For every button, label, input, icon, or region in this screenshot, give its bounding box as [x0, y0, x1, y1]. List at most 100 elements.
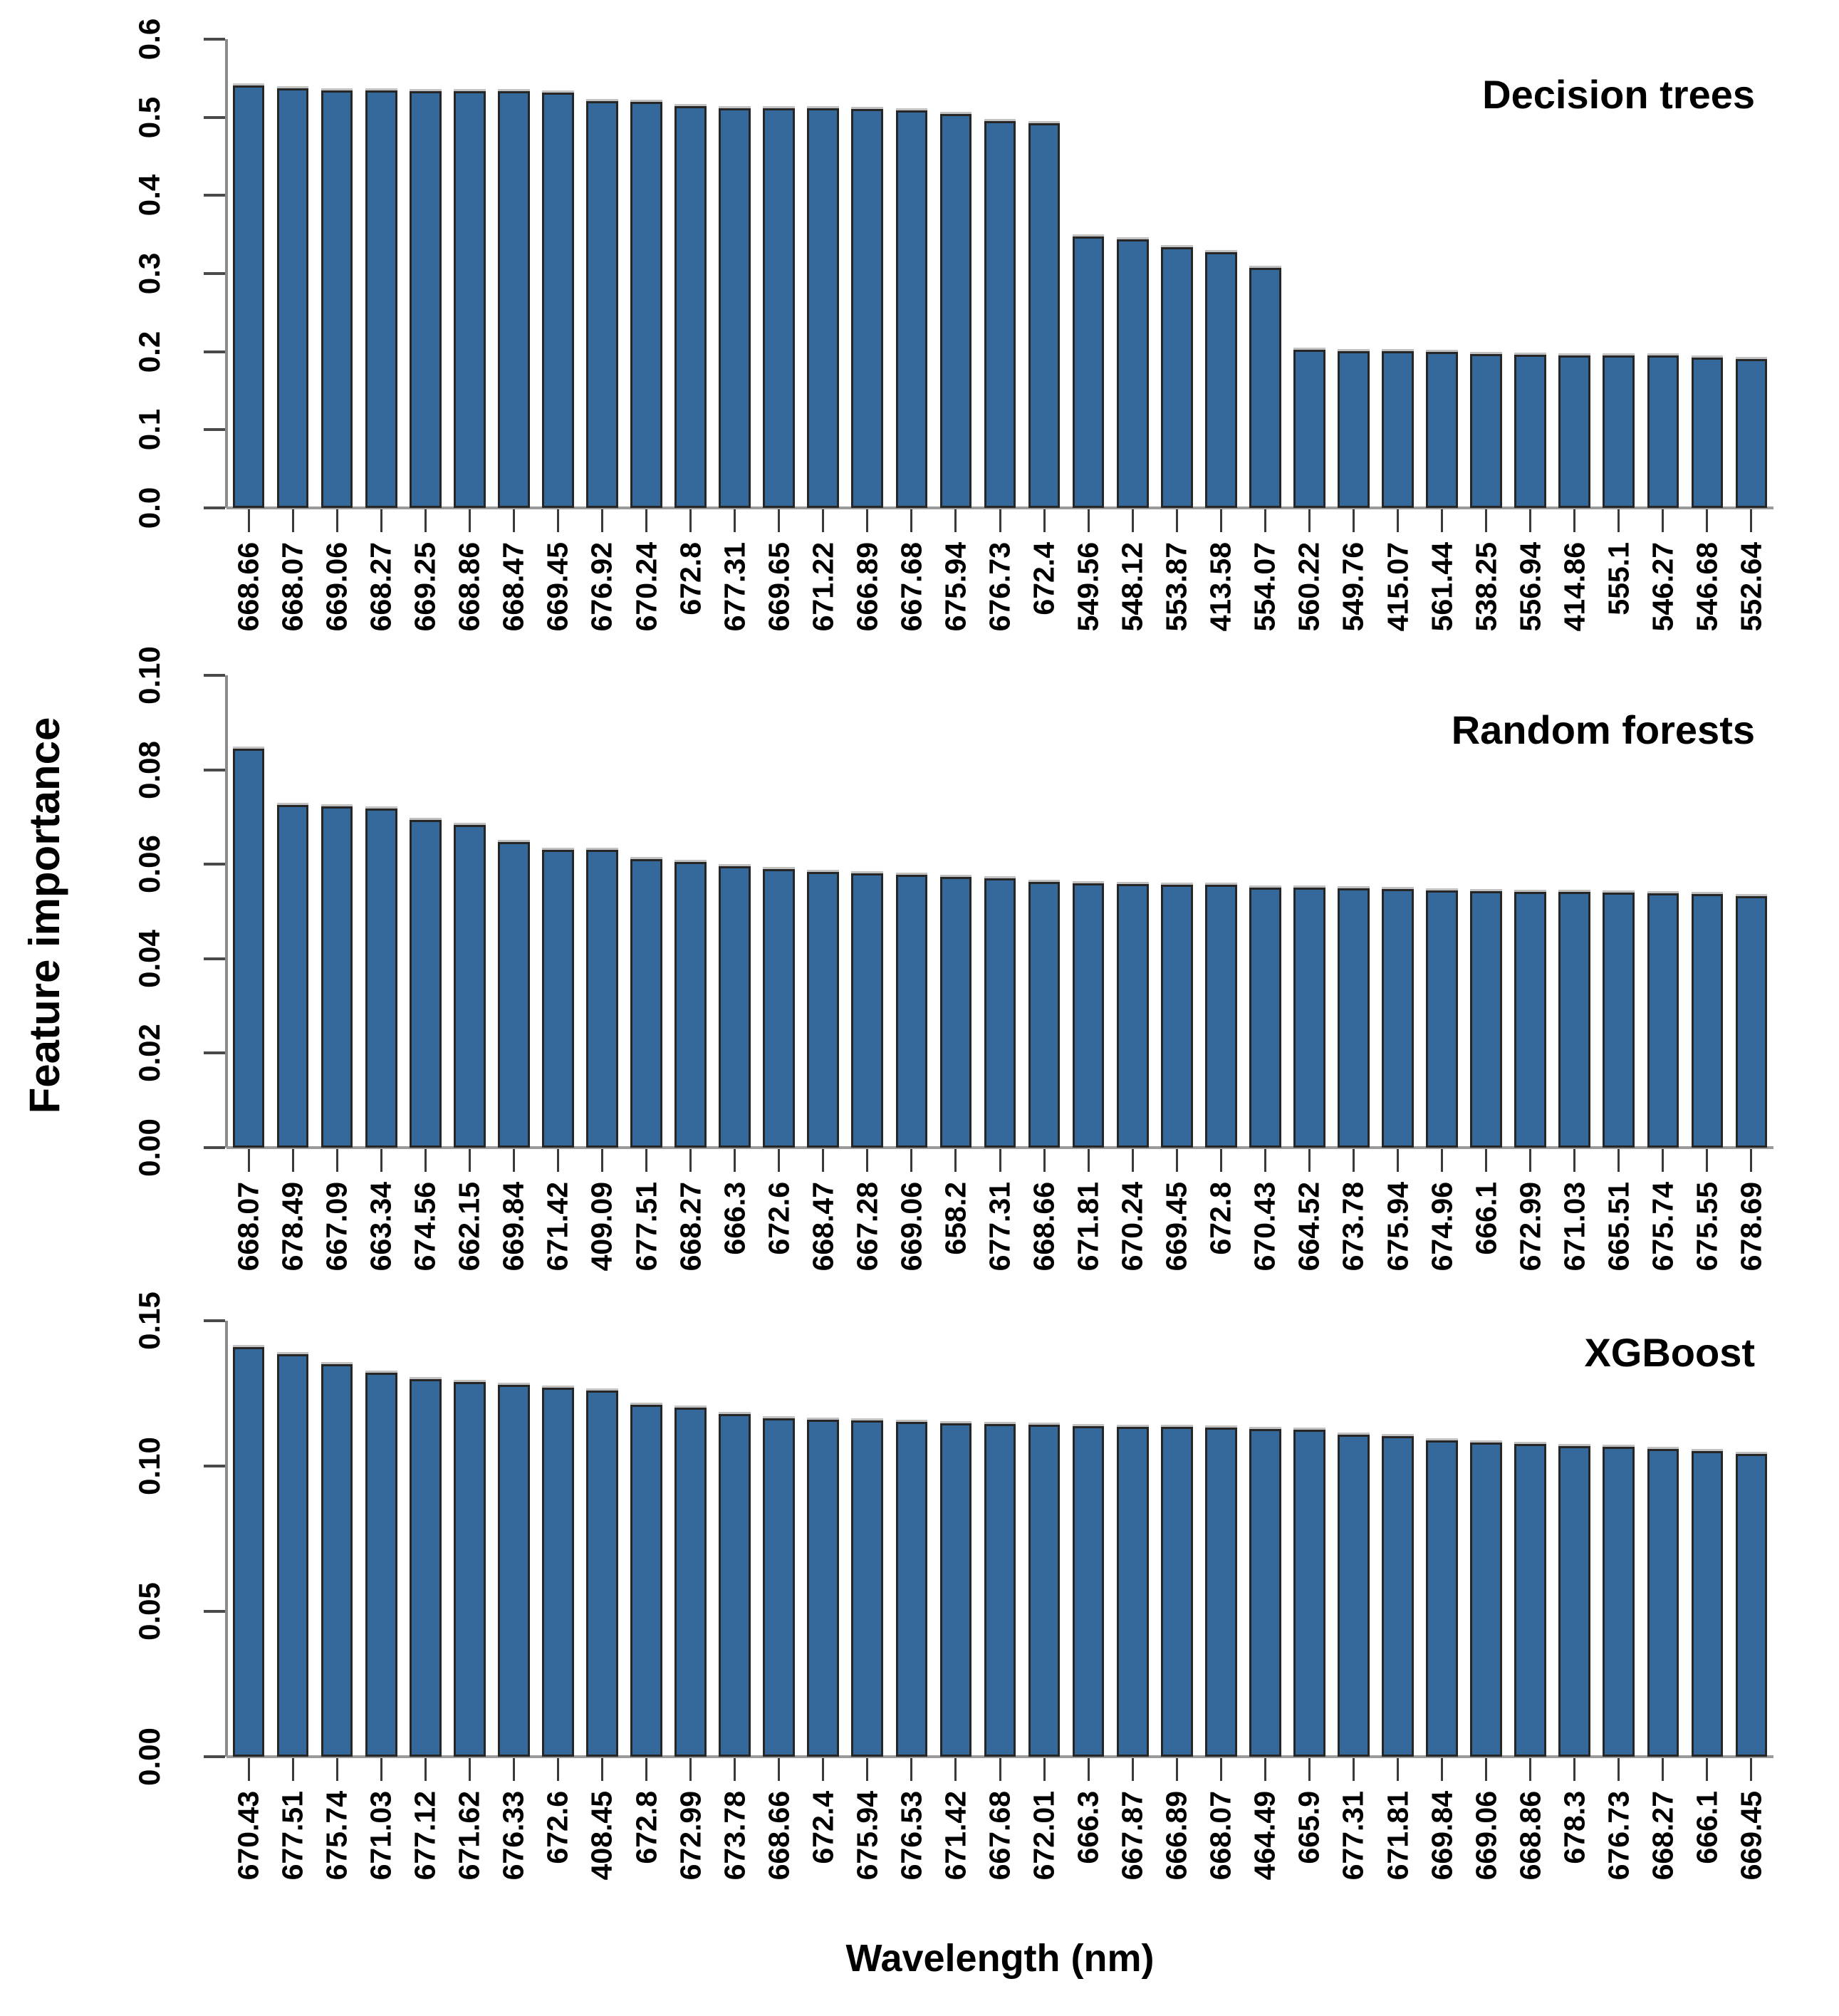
- x-tick-label: 671.42: [939, 1791, 972, 1881]
- x-tick: [468, 1149, 471, 1172]
- x-tick-label: 667.68: [895, 542, 928, 632]
- x-tick: [778, 1149, 781, 1172]
- y-tick: [204, 506, 225, 509]
- x-tick: [1441, 509, 1444, 532]
- bar: [1293, 350, 1325, 508]
- chart-title: XGBoost: [1584, 1330, 1755, 1375]
- x-tick: [954, 1149, 957, 1172]
- bar: [1558, 355, 1591, 508]
- bar: [1691, 893, 1724, 1148]
- y-tick: [204, 1610, 225, 1613]
- bar: [1735, 1453, 1768, 1757]
- bar: [1691, 358, 1724, 508]
- x-tick-label: 668.86: [1514, 1791, 1547, 1881]
- x-tick: [1750, 1758, 1753, 1781]
- x-tick: [1573, 509, 1576, 532]
- x-tick: [380, 1149, 382, 1172]
- x-tick: [1529, 509, 1532, 532]
- bar: [1647, 1449, 1679, 1757]
- bar: [1249, 1428, 1281, 1757]
- bar: [542, 92, 574, 508]
- bar: [1735, 358, 1768, 508]
- x-tick-label: 668.07: [231, 1182, 265, 1272]
- bar: [719, 866, 751, 1148]
- bar: [1603, 355, 1635, 508]
- x-tick: [556, 1758, 559, 1781]
- x-tick: [468, 509, 471, 532]
- x-tick: [1043, 509, 1046, 532]
- x-tick-label: 677.31: [718, 542, 751, 632]
- x-tick: [556, 1149, 559, 1172]
- bar: [1735, 895, 1768, 1148]
- x-tick-label: 464.49: [1248, 1791, 1281, 1881]
- x-tick: [1485, 1758, 1488, 1781]
- x-tick: [1662, 509, 1665, 532]
- bar: [1116, 239, 1149, 508]
- y-tick-label: 0.05: [132, 1582, 166, 1641]
- x-tick: [512, 1758, 515, 1781]
- x-tick-label: 669.84: [1425, 1791, 1459, 1881]
- bar: [1338, 888, 1370, 1148]
- bar: [1647, 893, 1679, 1148]
- x-tick-label: 669.84: [496, 1182, 530, 1272]
- x-tick-label: 675.94: [850, 1791, 884, 1881]
- x-tick-label: 668.66: [1027, 1182, 1061, 1272]
- bar: [365, 90, 397, 508]
- x-tick-label: 669.45: [541, 542, 574, 632]
- x-tick-label: 669.45: [1734, 1791, 1768, 1881]
- x-tick: [1308, 509, 1311, 532]
- bar: [1072, 237, 1105, 508]
- x-tick: [1706, 509, 1709, 532]
- x-tick-label: 556.94: [1514, 542, 1547, 632]
- x-tick-label: 671.81: [1071, 1182, 1105, 1272]
- y-tick-label: 0.10: [132, 646, 166, 705]
- chart-title: Decision trees: [1482, 72, 1755, 117]
- bar: [1249, 887, 1281, 1148]
- x-tick-label: 673.78: [718, 1791, 751, 1881]
- y-tick-label: 0.2: [132, 331, 166, 373]
- x-tick-label: 409.09: [585, 1182, 618, 1272]
- bar: [630, 101, 662, 508]
- x-tick-label: 668.66: [231, 542, 265, 632]
- bar: [1204, 1428, 1237, 1757]
- x-tick-label: 675.74: [1646, 1182, 1679, 1272]
- bar: [1426, 890, 1458, 1148]
- y-tick-label: 0.0: [132, 487, 166, 529]
- bar: [498, 1384, 530, 1757]
- x-tick-label: 408.45: [585, 1791, 618, 1881]
- x-tick-label: 666.1: [1690, 1791, 1724, 1864]
- x-tick: [689, 509, 692, 532]
- x-tick-label: 668.47: [806, 1182, 840, 1272]
- x-tick: [1043, 1149, 1046, 1172]
- bar: [1028, 1425, 1061, 1757]
- bar: [674, 1408, 707, 1757]
- bar: [542, 849, 574, 1148]
- y-tick: [204, 1755, 225, 1758]
- x-tick: [866, 509, 869, 532]
- bar: [674, 106, 707, 508]
- x-tick: [1264, 1758, 1266, 1781]
- x-tick: [1662, 1758, 1665, 1781]
- bar: [1293, 888, 1325, 1148]
- y-tick: [204, 1319, 225, 1322]
- x-tick: [734, 1758, 736, 1781]
- bar: [763, 108, 796, 508]
- x-tick: [1352, 1149, 1355, 1172]
- bar: [409, 1378, 442, 1757]
- x-tick-label: 676.92: [585, 542, 618, 632]
- bar: [232, 1346, 265, 1757]
- x-tick-label: 668.27: [674, 1182, 707, 1272]
- x-tick-label: 666.3: [1071, 1791, 1105, 1864]
- x-tick-label: 667.87: [1115, 1791, 1149, 1881]
- x-tick: [645, 509, 648, 532]
- x-tick: [954, 1758, 957, 1781]
- x-tick-label: 670.24: [1115, 1182, 1149, 1272]
- x-tick: [1397, 1149, 1399, 1172]
- x-tick-label: 658.2: [939, 1182, 972, 1255]
- x-tick: [1706, 1758, 1709, 1781]
- x-tick: [1219, 1758, 1222, 1781]
- x-tick: [822, 1758, 825, 1781]
- x-tick: [1485, 509, 1488, 532]
- x-tick: [645, 1758, 648, 1781]
- x-tick-label: 413.58: [1204, 542, 1237, 632]
